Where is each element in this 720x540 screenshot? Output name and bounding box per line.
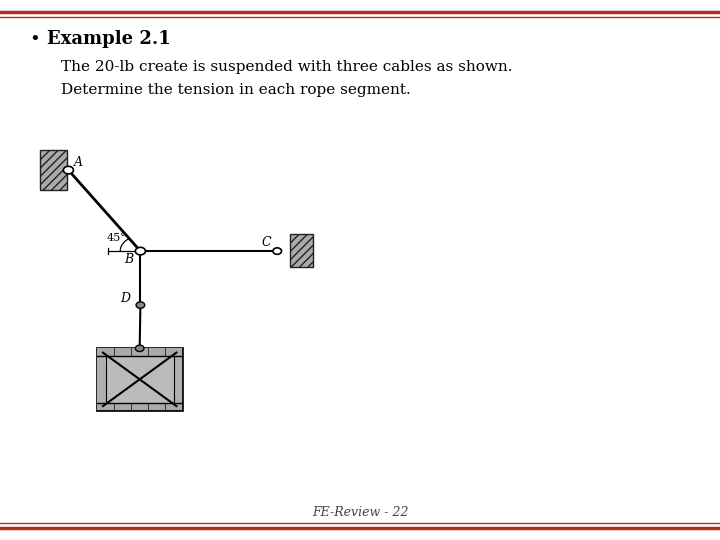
Bar [174,356,182,403]
Text: Determine the tension in each rope segment.: Determine the tension in each rope segme… [61,83,411,97]
Text: 45°: 45° [107,233,126,244]
Text: The 20-lb create is suspended with three cables as shown.: The 20-lb create is suspended with three… [61,60,513,75]
Bar [97,348,182,356]
Text: D: D [120,292,130,306]
Bar [290,234,313,267]
Bar [40,150,67,190]
Bar [103,353,176,406]
Text: •: • [29,30,40,48]
Circle shape [273,248,282,254]
Bar [97,403,182,410]
Circle shape [136,302,145,308]
Circle shape [63,166,73,174]
Bar [97,356,106,403]
Text: C: C [261,235,271,249]
Circle shape [135,345,144,352]
Circle shape [135,247,145,255]
Text: FE-Review - 22: FE-Review - 22 [312,507,408,519]
Text: A: A [74,156,84,169]
Text: B: B [125,253,134,266]
Text: Example 2.1: Example 2.1 [47,30,171,48]
Bar [97,348,182,410]
